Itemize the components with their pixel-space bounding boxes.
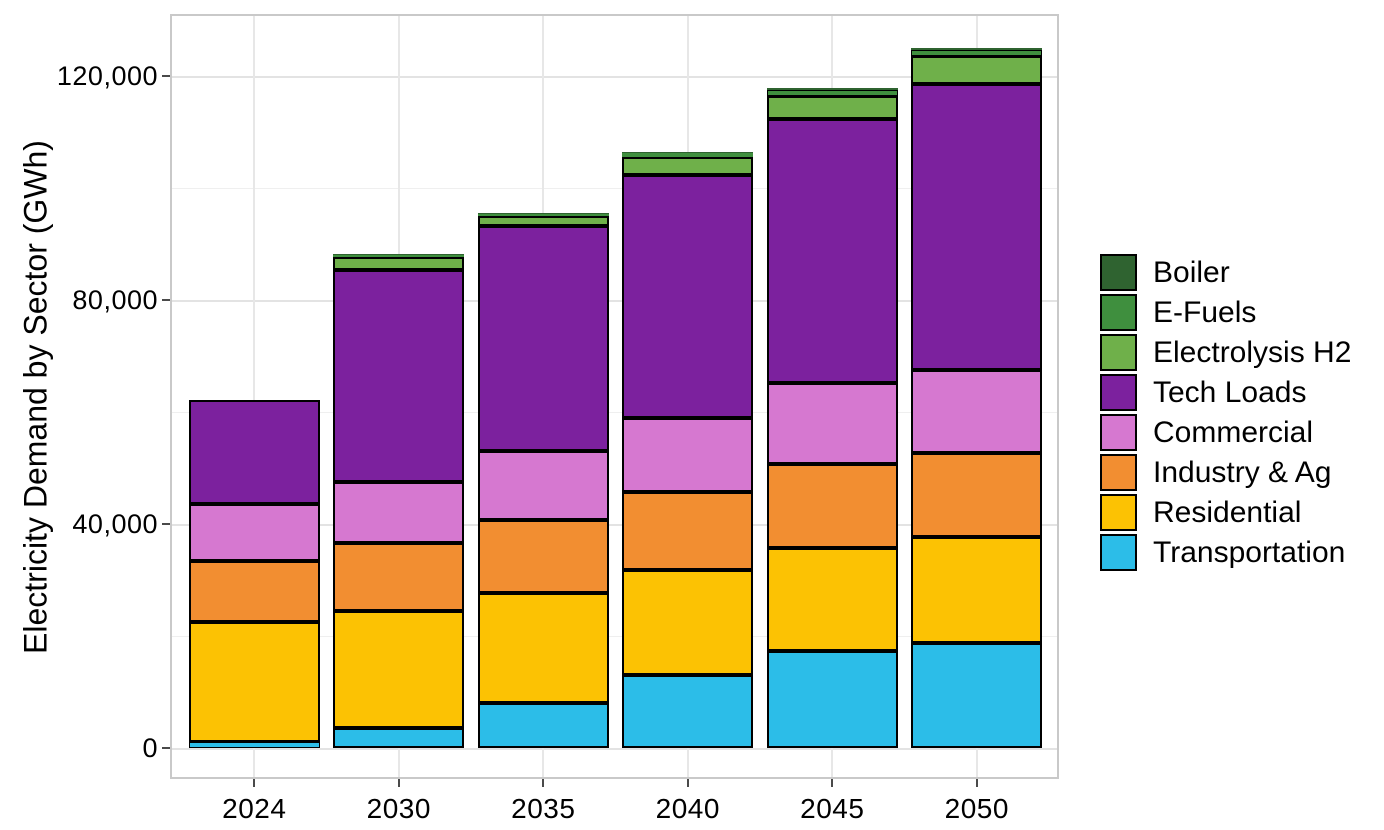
legend-item-e-fuels: E-Fuels — [1100, 294, 1351, 331]
bar-2030-electrolysis-h2 — [333, 256, 465, 270]
bar-2035-e-fuels — [477, 214, 609, 217]
bar-2024-commercial — [188, 504, 320, 561]
bar-2040-tech-loads — [622, 175, 754, 419]
major-gridline-40000 — [172, 523, 1057, 526]
bar-2050-boiler — [911, 48, 1043, 51]
bar-2050-electrolysis-h2 — [911, 56, 1043, 84]
legend-item-electrolysis-h2: Electrolysis H2 — [1100, 334, 1351, 371]
bar-2040-electrolysis-h2 — [622, 157, 754, 176]
y-tick-mark-120000 — [162, 74, 170, 77]
legend-swatch-transportation — [1100, 534, 1137, 571]
bar-2045-electrolysis-h2 — [766, 95, 898, 120]
legend-item-commercial: Commercial — [1100, 414, 1351, 451]
minor-gridline-60000 — [172, 411, 1057, 413]
x-tick-mark-2035 — [542, 779, 545, 787]
bar-2035-industry-ag — [477, 519, 609, 593]
bar-2024-tech-loads — [188, 399, 320, 505]
minor-gridline-100000 — [172, 187, 1057, 189]
x-tick-mark-2030 — [397, 779, 400, 787]
bar-2030-transportation — [333, 727, 465, 748]
bar-2045-commercial — [766, 383, 898, 464]
legend-label-boiler: Boiler — [1153, 256, 1230, 289]
legend-swatch-commercial — [1100, 414, 1137, 451]
legend-item-transportation: Transportation — [1100, 534, 1351, 571]
bar-2040-commercial — [622, 418, 754, 493]
bar-2030-tech-loads — [333, 269, 465, 483]
legend-label-electrolysis-h2: Electrolysis H2 — [1153, 336, 1352, 369]
y-tick-label-120000: 120,000 — [56, 60, 158, 91]
bar-2050-tech-loads — [911, 83, 1043, 371]
legend-swatch-tech-loads — [1100, 374, 1137, 411]
x-tick-label-2050: 2050 — [944, 793, 1009, 824]
major-gridline-80000 — [172, 299, 1057, 302]
y-tick-label-0: 0 — [142, 733, 158, 763]
legend-item-industry-ag: Industry & Ag — [1100, 454, 1351, 491]
legend-swatch-boiler — [1100, 254, 1137, 291]
bar-2050-transportation — [911, 643, 1043, 748]
legend-label-commercial: Commercial — [1153, 416, 1314, 449]
bar-2045-residential — [766, 548, 898, 652]
plot-panel — [170, 14, 1059, 779]
bar-2045-industry-ag — [766, 463, 898, 549]
legend-label-industry-ag: Industry & Ag — [1153, 456, 1332, 489]
legend: Boiler E-Fuels Electrolysis H2 Tech Loads Co… — [1100, 254, 1351, 574]
bar-2024-industry-ag — [188, 560, 320, 623]
bar-2045-e-fuels — [766, 89, 898, 96]
legend-label-tech-loads: Tech Loads — [1153, 376, 1307, 409]
x-tick-label-2024: 2024 — [222, 793, 287, 824]
x-tick-label-2040: 2040 — [655, 793, 720, 824]
bar-2045-transportation — [766, 651, 898, 748]
legend-swatch-industry-ag — [1100, 454, 1137, 491]
bar-2050-e-fuels — [911, 50, 1043, 57]
legend-item-tech-loads: Tech Loads — [1100, 374, 1351, 411]
legend-label-transportation: Transportation — [1153, 536, 1346, 569]
vertical-gridline-2024 — [253, 16, 256, 777]
x-tick-label-2030: 2030 — [366, 793, 431, 824]
y-axis-title: Electricity Demand by Sector (GWh) — [17, 140, 54, 654]
bar-2035-tech-loads — [477, 226, 609, 451]
bar-2040-boiler — [622, 151, 754, 154]
major-gridline-0 — [172, 748, 1057, 750]
bar-2030-boiler — [333, 253, 465, 255]
bar-2035-boiler — [477, 213, 609, 215]
bar-2050-industry-ag — [911, 453, 1043, 538]
bar-2045-tech-loads — [766, 119, 898, 384]
x-tick-mark-2024 — [253, 779, 256, 787]
x-tick-label-2035: 2035 — [511, 793, 576, 824]
bar-2040-transportation — [622, 675, 754, 748]
legend-swatch-e-fuels — [1100, 294, 1137, 331]
legend-item-boiler: Boiler — [1100, 254, 1351, 291]
bar-2040-residential — [622, 569, 754, 676]
major-gridline-120000 — [172, 75, 1057, 78]
bar-2035-residential — [477, 592, 609, 704]
x-tick-mark-2050 — [975, 779, 978, 787]
bar-2030-residential — [333, 611, 465, 728]
minor-gridline-20000 — [172, 635, 1057, 637]
x-tick-label-2045: 2045 — [800, 793, 865, 824]
bar-2050-residential — [911, 537, 1043, 644]
y-tick-mark-0 — [162, 747, 170, 749]
legend-swatch-residential — [1100, 494, 1137, 531]
bar-2024-transportation — [188, 742, 320, 748]
legend-swatch-electrolysis-h2 — [1100, 334, 1137, 371]
y-tick-mark-40000 — [162, 522, 170, 525]
bar-2024-residential — [188, 622, 320, 743]
x-tick-mark-2045 — [831, 779, 834, 787]
bar-2045-boiler — [766, 87, 898, 90]
bar-2030-industry-ag — [333, 542, 465, 612]
legend-label-residential: Residential — [1153, 496, 1302, 529]
bar-2035-electrolysis-h2 — [477, 216, 609, 227]
bar-2035-transportation — [477, 703, 609, 748]
legend-label-e-fuels: E-Fuels — [1153, 296, 1257, 329]
bar-2050-commercial — [911, 370, 1043, 454]
x-tick-mark-2040 — [686, 779, 689, 787]
bar-2030-commercial — [333, 482, 465, 543]
y-tick-mark-80000 — [162, 298, 170, 301]
bar-2040-e-fuels — [622, 153, 754, 158]
bar-2035-commercial — [477, 450, 609, 520]
legend-item-residential: Residential — [1100, 494, 1351, 531]
bar-2040-industry-ag — [622, 492, 754, 570]
bar-2030-e-fuels — [333, 254, 465, 257]
